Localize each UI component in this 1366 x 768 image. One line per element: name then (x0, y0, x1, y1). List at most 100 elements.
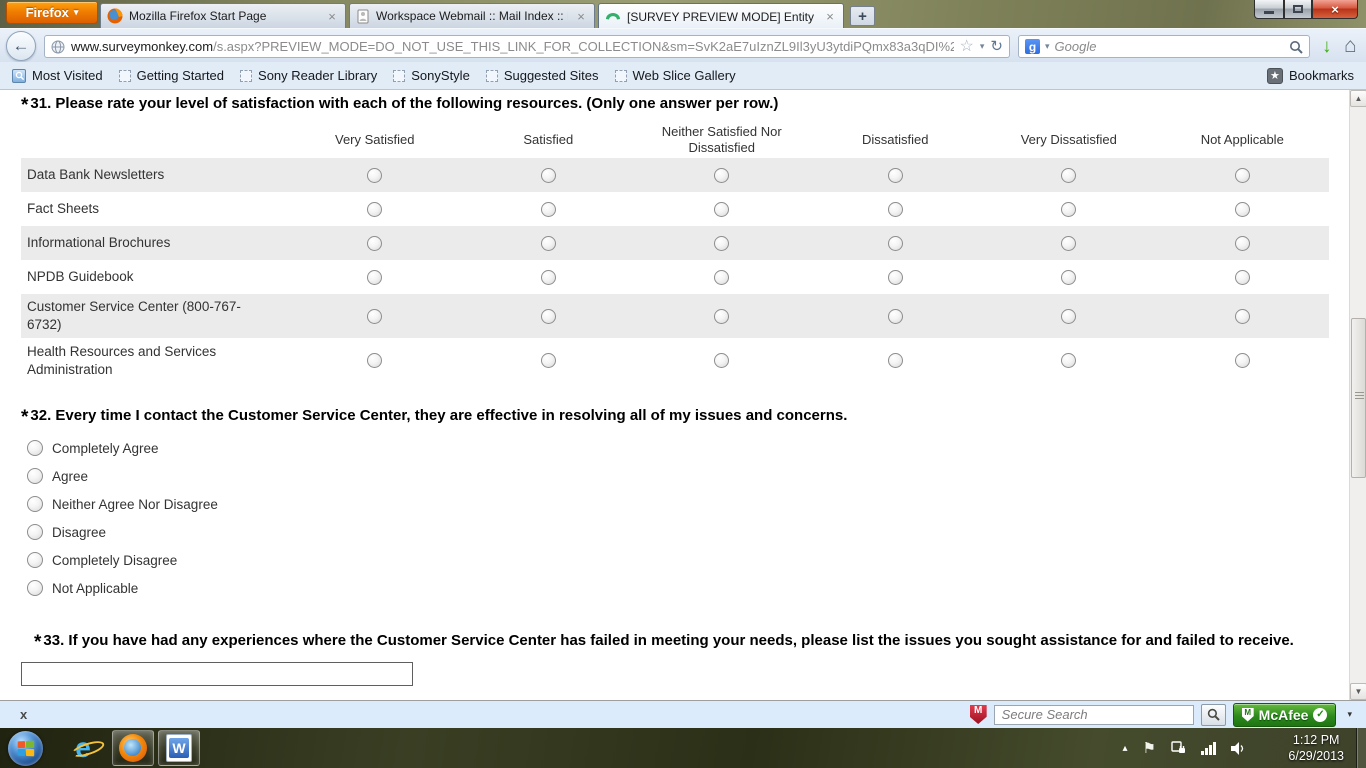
radio-button[interactable] (1234, 235, 1250, 251)
back-button[interactable]: ← (6, 31, 36, 61)
reload-icon[interactable]: ↻ (990, 38, 1003, 55)
bookmark-getting-started[interactable]: Getting Started (115, 66, 228, 85)
radio-button[interactable] (1234, 308, 1250, 324)
device-plug-icon[interactable] (1171, 741, 1186, 755)
tab-close-icon[interactable]: × (826, 9, 834, 24)
radio-button[interactable] (1061, 167, 1077, 183)
radio-button[interactable] (367, 201, 383, 217)
radio-button[interactable] (714, 308, 730, 324)
radio-button[interactable] (714, 353, 730, 368)
radio-button[interactable] (367, 167, 383, 183)
scroll-down-button[interactable]: ▼ (1350, 683, 1366, 700)
radio-button[interactable] (887, 167, 903, 183)
radio-button[interactable] (887, 353, 903, 368)
url-dropdown-icon[interactable]: ▾ (979, 41, 985, 51)
taskbar-internet-explorer[interactable]: e (62, 730, 107, 766)
bookmark-most-visited[interactable]: Most Visited (8, 66, 107, 85)
radio-button[interactable] (367, 235, 383, 251)
network-signal-icon[interactable] (1201, 741, 1216, 755)
bookmarks-star-icon: ★ (1266, 67, 1283, 84)
search-icon (1207, 708, 1220, 721)
search-icon[interactable] (1289, 40, 1303, 54)
mcafee-button[interactable]: M McAfee ✓ (1232, 702, 1337, 727)
option-label: Not Applicable (52, 580, 139, 596)
scroll-up-button[interactable]: ▲ (1350, 90, 1366, 107)
radio-button[interactable] (367, 269, 383, 285)
radio-button[interactable] (27, 552, 43, 568)
radio-button[interactable] (1061, 353, 1077, 368)
url-bar[interactable]: www.surveymonkey.com/s.aspx?PREVIEW_MODE… (44, 35, 1010, 58)
radio-button[interactable] (1061, 308, 1077, 324)
radio-button[interactable] (540, 201, 556, 217)
radio-button[interactable] (887, 235, 903, 251)
radio-button[interactable] (367, 308, 383, 324)
bookmark-web-slice-gallery[interactable]: Web Slice Gallery (611, 66, 740, 85)
tab-survey-preview[interactable]: [SURVEY PREVIEW MODE] Entity Surv... × (598, 3, 844, 29)
radio-button[interactable] (1234, 201, 1250, 217)
tab-firefox-start-page[interactable]: Mozilla Firefox Start Page × (100, 3, 346, 28)
radio-button[interactable] (27, 468, 43, 484)
search-engine-dropdown-icon[interactable]: ▾ (1045, 41, 1050, 51)
radio-button[interactable] (887, 201, 903, 217)
radio-button[interactable] (540, 167, 556, 183)
radio-button[interactable] (540, 308, 556, 324)
volume-icon[interactable] (1231, 741, 1246, 755)
start-button[interactable] (8, 731, 43, 766)
search-bar[interactable]: g ▾ Google (1018, 35, 1310, 58)
mcafee-dropdown-icon[interactable]: ▾ (1347, 709, 1352, 719)
close-button[interactable]: × (1312, 0, 1358, 19)
firefox-icon (119, 734, 147, 762)
tab-close-icon[interactable]: × (328, 8, 336, 24)
answer-text-input[interactable] (21, 662, 413, 686)
mcafee-status-check-icon: ✓ (1313, 707, 1328, 722)
new-tab-button[interactable]: + (850, 6, 875, 26)
radio-button[interactable] (1234, 353, 1250, 368)
radio-button[interactable] (27, 440, 43, 456)
radio-button[interactable] (540, 235, 556, 251)
radio-button[interactable] (1061, 201, 1077, 217)
column-header: Very Satisfied (335, 131, 415, 147)
bookmark-suggested-sites[interactable]: Suggested Sites (482, 66, 603, 85)
taskbar-firefox[interactable] (112, 730, 154, 766)
bookmarks-menu-button[interactable]: ★ Bookmarks (1263, 66, 1358, 86)
radio-button[interactable] (1061, 269, 1077, 285)
radio-button[interactable] (27, 524, 43, 540)
findbar-close-icon[interactable]: x (20, 707, 28, 722)
show-hidden-icons-icon[interactable]: ▴ (1122, 742, 1128, 754)
taskbar-word[interactable]: W (158, 730, 200, 766)
radio-button[interactable] (1234, 167, 1250, 183)
bookmark-star-icon[interactable]: ☆ (959, 37, 974, 55)
secure-search-button[interactable] (1200, 703, 1226, 726)
taskbar-clock[interactable]: 1:12 PM 6/29/2013 (1288, 732, 1344, 764)
radio-button[interactable] (27, 580, 43, 596)
restore-button[interactable] (1284, 0, 1312, 19)
firefox-menu-button[interactable]: Firefox ▾ (6, 1, 98, 24)
radio-button[interactable] (540, 269, 556, 285)
secure-search-input[interactable]: Secure Search (993, 704, 1194, 725)
radio-button[interactable] (714, 201, 730, 217)
show-desktop-button[interactable] (1356, 728, 1366, 768)
minimize-button[interactable] (1254, 0, 1284, 19)
radio-button[interactable] (540, 353, 556, 368)
bookmark-sonystyle[interactable]: SonyStyle (389, 66, 474, 85)
scrollbar-grip (1355, 395, 1364, 396)
action-center-flag-icon[interactable]: ⚑ (1142, 740, 1156, 757)
radio-button[interactable] (714, 235, 730, 251)
radio-button[interactable] (1061, 235, 1077, 251)
tab-webmail[interactable]: Workspace Webmail :: Mail Index :: H... … (349, 3, 595, 28)
bookmark-sony-reader-library[interactable]: Sony Reader Library (236, 66, 381, 85)
google-search-engine-icon[interactable]: g (1025, 39, 1040, 54)
radio-button[interactable] (887, 269, 903, 285)
radio-button[interactable] (714, 269, 730, 285)
home-icon[interactable]: ⌂ (1344, 34, 1357, 57)
scroll-down-icon: ▼ (1354, 687, 1363, 696)
radio-button[interactable] (714, 167, 730, 183)
downloads-icon[interactable]: ↓ (1322, 36, 1332, 57)
radio-button[interactable] (27, 496, 43, 512)
radio-button[interactable] (367, 353, 383, 368)
radio-button[interactable] (887, 308, 903, 324)
radio-button[interactable] (1234, 269, 1250, 285)
vertical-scrollbar[interactable]: ▲ ▼ (1349, 90, 1366, 700)
scrollbar-thumb[interactable] (1351, 318, 1366, 478)
tab-close-icon[interactable]: × (577, 8, 585, 24)
